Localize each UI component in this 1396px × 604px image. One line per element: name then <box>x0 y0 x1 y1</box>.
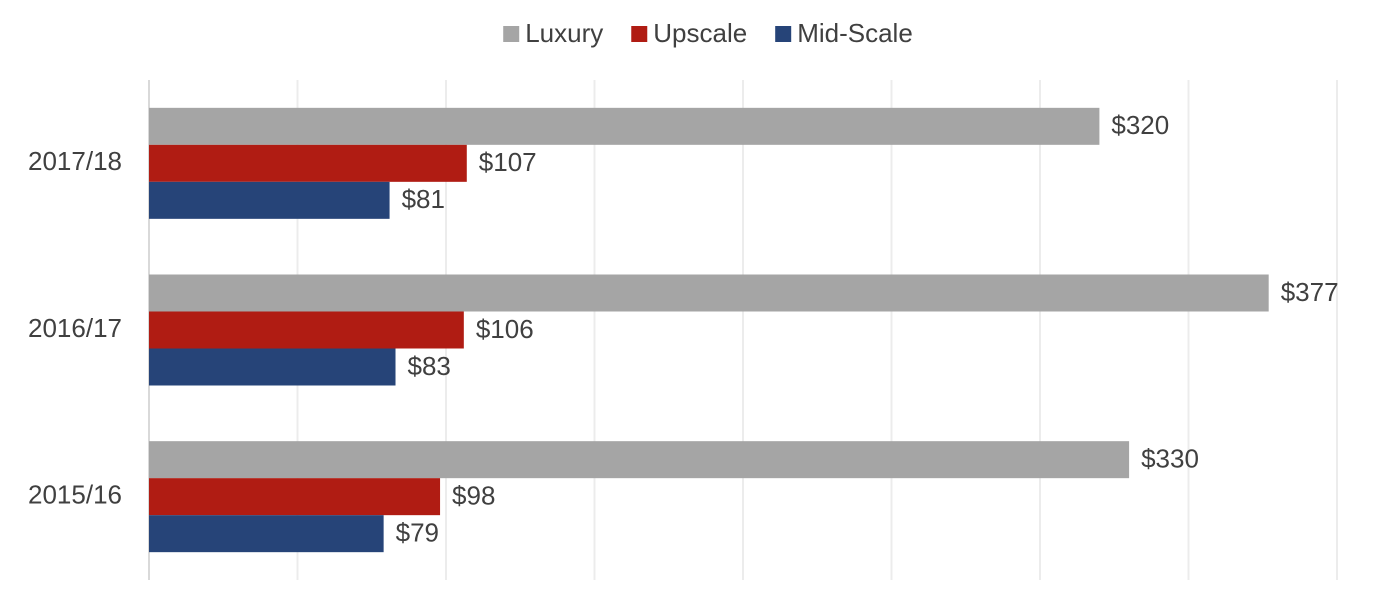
bar <box>149 478 441 516</box>
y-tick-label: 2016/17 <box>28 313 122 343</box>
data-label: $106 <box>476 314 534 344</box>
legend-label: Mid-Scale <box>797 18 913 48</box>
legend-swatch <box>503 26 520 42</box>
bar <box>149 144 467 182</box>
legend-label: Luxury <box>525 18 603 48</box>
bar <box>149 107 1100 145</box>
y-tick-label: 2017/18 <box>28 146 122 176</box>
data-label: $330 <box>1141 444 1199 474</box>
bar <box>149 441 1130 479</box>
data-label: $98 <box>452 481 495 511</box>
legend-label: Upscale <box>653 18 747 48</box>
data-label: $81 <box>402 184 445 214</box>
data-label: $107 <box>479 147 537 177</box>
bar <box>149 311 464 349</box>
data-label: $377 <box>1281 277 1339 307</box>
bar <box>149 274 1269 312</box>
bar <box>149 515 384 553</box>
y-tick-label: 2015/16 <box>28 480 122 510</box>
legend-swatch <box>775 26 792 42</box>
data-label: $79 <box>396 518 439 548</box>
bar <box>149 181 390 219</box>
legend-swatch <box>631 26 648 42</box>
data-label: $320 <box>1111 110 1169 140</box>
bar <box>149 348 396 386</box>
data-label: $83 <box>408 351 451 381</box>
